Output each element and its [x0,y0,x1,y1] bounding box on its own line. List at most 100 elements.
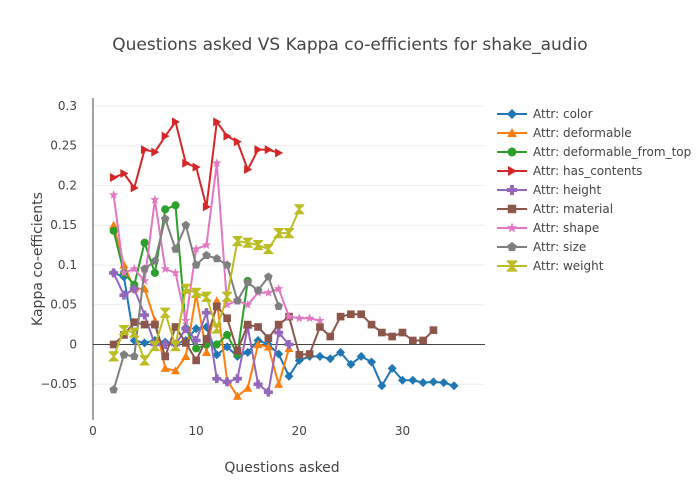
x-tick-label: 30 [395,424,410,438]
data-point-material [408,336,417,345]
data-point-color [377,381,387,391]
legend-marker [507,242,517,252]
data-point-has-contents [244,165,253,175]
data-point-material [398,328,407,337]
data-point-shape [129,263,139,273]
data-point-color [418,378,428,388]
data-point-shape [108,190,119,199]
data-point-has-contents [213,117,222,127]
data-point-color [387,363,397,373]
data-point-color [367,357,377,367]
data-point-shape [222,299,232,309]
series-size [109,214,283,394]
data-point-size [212,254,222,263]
data-point-weight [118,325,130,336]
data-point-deformable [212,296,222,305]
data-point-has-contents [140,145,150,155]
data-point-shape [119,267,129,277]
data-point-color [439,378,449,388]
data-point-deformable-from-top [140,238,149,247]
data-point-has-contents [110,173,119,183]
legend-item-color[interactable]: Attr: color [497,107,593,121]
y-axis-title: Kappa co-efficients [30,192,46,326]
legend-item-height[interactable]: Attr: height [497,183,602,197]
data-point-shape [150,194,160,204]
data-point-color [140,338,150,348]
data-point-height [201,308,211,318]
legend-item-material[interactable]: Attr: material [497,202,613,216]
y-tick-label: 0.25 [50,139,77,153]
data-point-height [253,379,263,389]
data-point-has-contents [130,183,139,193]
data-point-shape [263,287,274,297]
data-point-deformable [243,383,253,392]
legend-label: Attr: has_contents [533,164,642,178]
data-point-size [191,260,201,269]
data-point-has-contents [151,147,160,157]
data-point-height [274,328,284,338]
data-point-material [305,350,314,358]
data-point-weight [222,291,233,302]
data-point-weight [129,327,140,338]
data-point-shape [273,283,284,293]
legend-item-deformable-from-top[interactable]: Attr: deformable_from_top [497,145,691,159]
data-point-color [222,342,232,352]
data-point-height [109,268,119,278]
legend-item-weight[interactable]: Attr: weight [497,259,604,273]
data-point-weight [263,243,274,255]
legend-item-size[interactable]: Attr: size [497,240,586,254]
data-point-material [192,356,200,365]
data-point-material [243,320,252,329]
data-point-size [264,272,273,281]
data-point-weight [252,239,264,251]
y-tick-label: 0.2 [58,178,77,192]
data-point-color [346,359,356,369]
axis-layer: −0.05 0 0.05 0.1 0.15 0.2 0.25 0.3 0 10 20 30 [40,98,410,438]
data-point-color [408,375,418,385]
data-point-shape [304,313,315,323]
data-point-deformable-from-top [150,268,159,277]
data-point-height [222,377,232,387]
data-point-shape [315,315,325,325]
legend-item-shape[interactable]: Attr: shape [497,221,599,235]
legend-label: Attr: size [533,240,586,254]
data-point-material [202,335,211,343]
data-point-material [274,320,283,329]
data-point-color [191,324,201,334]
legend-label: Attr: material [533,202,613,216]
data-point-shape [243,299,253,309]
data-point-has-contents [275,148,284,158]
data-point-size [150,256,160,265]
y-tick-label: 0.3 [58,99,77,113]
legend-item-deformable[interactable]: Attr: deformable [497,126,632,140]
data-point-material [316,323,324,331]
data-point-material [182,339,190,347]
data-point-has-contents [161,131,170,141]
x-tick-label: 10 [189,424,204,438]
data-point-height [284,339,294,349]
data-point-has-contents [223,131,232,141]
data-point-weight [180,283,191,294]
legend-item-has-contents[interactable]: Attr: has_contents [497,164,642,178]
data-point-has-contents [120,169,129,179]
data-point-deformable-from-top [161,205,170,214]
data-point-weight [294,204,305,215]
data-point-deformable-from-top [223,330,232,339]
data-point-size [202,250,211,260]
data-point-size [119,350,129,359]
data-point-weight [283,228,295,239]
data-point-material [336,312,345,321]
legend-marker [506,260,518,272]
data-point-weight [242,237,253,248]
data-point-shape [170,267,181,277]
data-point-deformable [201,347,211,357]
y-tick-label: −0.05 [40,377,77,391]
legend-marker [507,185,517,195]
data-point-deformable [171,366,181,375]
data-point-size [222,260,232,269]
data-point-material [130,318,139,327]
data-point-deformable-from-top [109,226,118,235]
